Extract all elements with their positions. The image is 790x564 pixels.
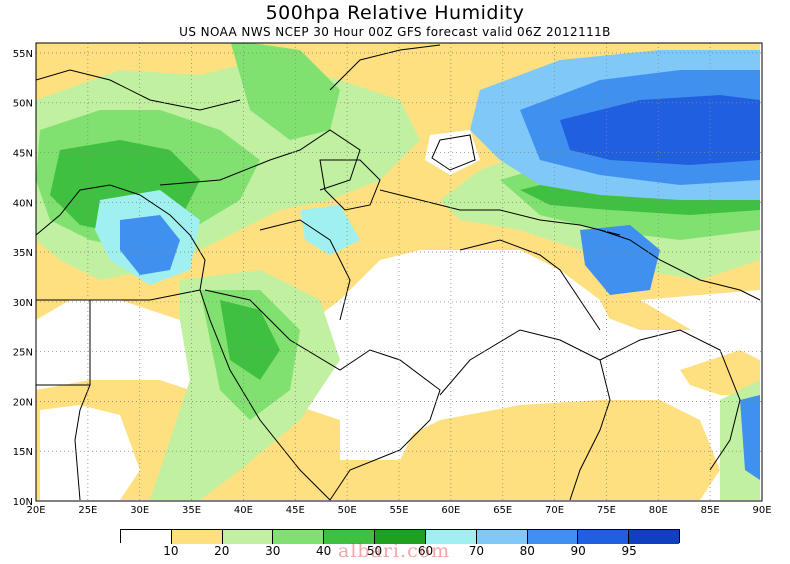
- legend-swatch: [475, 530, 527, 544]
- x-tick-label: 85E: [701, 505, 720, 516]
- legend-label: 80: [519, 544, 535, 558]
- y-tick-label: 25N: [13, 348, 33, 359]
- x-tick-label: 40E: [234, 505, 253, 516]
- y-tick-label: 30N: [13, 298, 33, 309]
- y-axis-ticks: 55N 50N 45N 40N 35N 30N 25N 20N 15N 10N: [13, 49, 33, 508]
- y-tick-label: 20N: [13, 397, 33, 408]
- legend-label: 50: [366, 544, 383, 558]
- x-tick-label: 20E: [26, 505, 45, 516]
- legend-label: 60: [417, 544, 434, 558]
- y-tick-label: 55N: [13, 49, 33, 60]
- legend-swatch: [272, 530, 324, 544]
- legend-label: 70: [468, 544, 484, 558]
- map-title: 500hpa Relative Humidity: [265, 2, 525, 24]
- map-frame: [35, 42, 763, 502]
- x-tick-label: 90E: [752, 505, 771, 516]
- legend-swatch: [121, 530, 171, 544]
- x-tick-label: 50E: [338, 505, 357, 516]
- x-tick-label: 45E: [286, 505, 305, 516]
- x-tick-label: 55E: [389, 505, 408, 516]
- x-tick-label: 80E: [649, 505, 668, 516]
- y-tick-label: 10N: [13, 497, 33, 508]
- x-tick-label: 35E: [182, 505, 201, 516]
- legend-labels: 10 20 30 40 50 60 70 80 90 95: [120, 544, 680, 558]
- legend-swatch: [374, 530, 425, 544]
- y-tick-label: 40N: [13, 198, 33, 209]
- legend-label: 95: [621, 544, 637, 558]
- x-tick-label: 25E: [78, 505, 97, 516]
- map-subtitle: US NOAA NWS NCEP 30 Hour 00Z GFS forecas…: [179, 25, 611, 39]
- legend-swatch: [323, 530, 375, 544]
- y-tick-label: 15N: [13, 447, 33, 458]
- x-tick-label: 70E: [545, 505, 564, 516]
- legend-swatch: [221, 530, 273, 544]
- y-tick-label: 35N: [13, 248, 33, 259]
- watermark: albari.com: [338, 540, 451, 562]
- legend-swatch: [170, 530, 222, 544]
- legend-label: 10: [163, 544, 179, 558]
- y-tick-label: 45N: [13, 149, 33, 160]
- legend-label: 40: [315, 544, 332, 558]
- legend-swatch: [577, 530, 629, 544]
- legend-swatch: [424, 530, 476, 544]
- x-tick-label: 60E: [441, 505, 460, 516]
- color-legend: [120, 529, 680, 544]
- y-tick-label: 50N: [13, 99, 33, 110]
- x-axis-ticks: 20E 25E 30E 35E 40E 45E 50E 55E 60E 65E 70E 75E 80E 8…: [26, 505, 771, 516]
- legend-label: 30: [265, 544, 281, 558]
- x-tick-label: 65E: [493, 505, 512, 516]
- legend-swatch: [526, 530, 578, 544]
- legend-label: 90: [570, 544, 586, 558]
- x-tick-label: 30E: [130, 505, 149, 516]
- coastlines: [36, 44, 761, 501]
- legend-swatch: [628, 530, 679, 544]
- legend-label: 20: [214, 544, 230, 558]
- lat-lon-grid: [36, 43, 762, 502]
- x-tick-label: 75E: [597, 505, 616, 516]
